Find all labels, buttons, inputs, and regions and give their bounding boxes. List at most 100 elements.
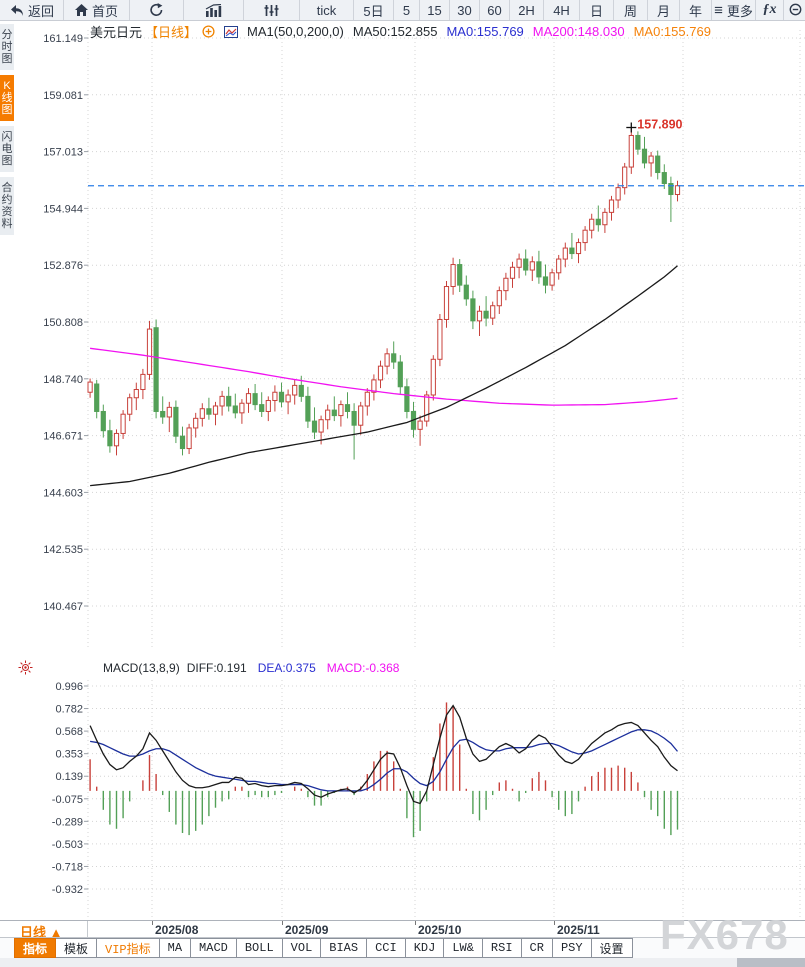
tab-bias[interactable]: BIAS xyxy=(321,938,368,958)
refresh-button[interactable] xyxy=(130,0,184,20)
tab-cr[interactable]: CR xyxy=(521,938,553,958)
interval-week-button-label: 周 xyxy=(623,3,637,19)
interval-5d-button[interactable]: 5日 xyxy=(354,0,394,20)
moving-average-lines xyxy=(90,265,678,487)
svg-text:-0.289: -0.289 xyxy=(52,816,83,828)
indicator-settings-sun-icon[interactable] xyxy=(18,660,33,680)
tab-kdj[interactable]: KDJ xyxy=(405,938,445,958)
tab-templates[interactable]: 模板 xyxy=(56,938,98,958)
svg-text:0.139: 0.139 xyxy=(55,771,83,783)
tab-indicators[interactable]: 指标 xyxy=(14,938,57,958)
fx-icon: ƒx xyxy=(762,2,777,17)
period-badge: 【日线】 xyxy=(145,25,198,40)
macd-title: MACD(13,8,9) xyxy=(103,661,180,675)
bar-chart-icon xyxy=(205,3,222,17)
zoom-out-button[interactable] xyxy=(784,0,805,20)
home-icon xyxy=(74,4,88,16)
svg-text:159.081: 159.081 xyxy=(43,90,83,102)
tab-cci[interactable]: CCI xyxy=(367,938,406,958)
tab-rsi[interactable]: RSI xyxy=(482,938,522,958)
chart-type-sidebar: 分时图 K线图闪电图合约资料 xyxy=(0,20,14,240)
symbol-name: 美元日元 xyxy=(90,25,143,40)
interval-day-button[interactable]: 日 xyxy=(580,0,614,20)
bottom-scrollbar xyxy=(0,958,805,967)
tab-lw[interactable]: LW& xyxy=(444,938,483,958)
ma50-value: MA50:152.855 xyxy=(352,24,438,39)
interval-60-button-label: 60 xyxy=(487,2,502,18)
interval-15-button-label: 15 xyxy=(427,2,442,18)
bar-chart-button[interactable] xyxy=(184,0,244,20)
interval-year-button-label: 年 xyxy=(688,3,702,19)
macd-dea-value: DEA:0.375 xyxy=(257,661,316,675)
interval-tick-button-label: tick xyxy=(316,2,337,18)
sidebar-tab-time-chart[interactable]: 分时图 xyxy=(0,24,14,70)
interval-4h-button-label: 4H xyxy=(553,2,570,18)
interval-60-button[interactable]: 60 xyxy=(480,0,510,20)
x-axis-label: 2025/10 xyxy=(418,923,462,937)
tab-ma[interactable]: MA xyxy=(159,938,192,958)
interval-year-button[interactable]: 年 xyxy=(680,0,712,20)
scrollbar-thumb[interactable] xyxy=(737,958,805,967)
svg-text:-0.932: -0.932 xyxy=(52,884,83,896)
interval-2h-button[interactable]: 2H xyxy=(510,0,544,20)
macd-hist-value: MACD:-0.368 xyxy=(326,661,400,675)
tab-psy[interactable]: PSY xyxy=(552,938,592,958)
candlestick-series xyxy=(87,127,681,460)
svg-text:148.740: 148.740 xyxy=(43,374,83,386)
interval-month-button[interactable]: 月 xyxy=(648,0,680,20)
tab-vol[interactable]: VOL xyxy=(282,938,322,958)
svg-text:157.890: 157.890 xyxy=(637,118,682,132)
macd-lines xyxy=(89,704,678,805)
ma0-orange-value: MA0:155.769 xyxy=(633,24,711,39)
main-chart-legend: 美元日元 【日线】 MA1(50,0,200,0) MA50:152.855 M… xyxy=(90,22,711,41)
month-tick xyxy=(152,921,153,925)
sliders-icon xyxy=(264,4,279,17)
interval-4h-button[interactable]: 4H xyxy=(544,0,580,20)
tab-boll[interactable]: BOLL xyxy=(236,938,283,958)
candle-settings-button[interactable] xyxy=(244,0,300,20)
svg-text:144.603: 144.603 xyxy=(43,487,83,499)
add-to-favorites-icon[interactable] xyxy=(202,25,215,38)
svg-text:0.996: 0.996 xyxy=(55,681,83,693)
sidebar-tab-kline-chart[interactable]: K线图 xyxy=(0,75,14,121)
interval-day-button-label: 日 xyxy=(589,3,603,19)
interval-week-button[interactable]: 周 xyxy=(614,0,648,20)
interval-month-button-label: 月 xyxy=(656,3,670,19)
month-tick xyxy=(415,921,416,925)
fx-indicator-button[interactable]: ƒx xyxy=(756,0,784,20)
interval-5-button[interactable]: 5 xyxy=(394,0,420,20)
home-button[interactable]: 首页 xyxy=(64,0,130,20)
sidebar-tab-lightning-chart[interactable]: 闪电图 xyxy=(0,126,14,172)
tab-vip-indicators[interactable]: VIP指标 xyxy=(97,938,160,958)
home-button-label: 首页 xyxy=(91,3,118,19)
back-button-label: 返回 xyxy=(27,3,54,19)
period-dropdown[interactable]: 日线 ▲ xyxy=(20,925,63,940)
macd-legend: MACD(13,8,9) DIFF:0.191 DEA:0.375 MACD:-… xyxy=(103,661,399,675)
macd-diff-value: DIFF:0.191 xyxy=(186,661,247,675)
tab-settings[interactable]: 设置 xyxy=(591,938,633,958)
interval-30-button[interactable]: 30 xyxy=(450,0,480,20)
back-button[interactable]: 返回 xyxy=(0,0,64,20)
svg-text:0.782: 0.782 xyxy=(55,704,83,716)
mini-chart-icon[interactable] xyxy=(224,25,239,38)
axis-labels: 161.149 159.081 157.013 154.944 152.876 150.8… xyxy=(43,33,88,896)
top-toolbar: 返回 首页 tick 5日 5 15 30 60 2H 4H 日 周 月 年 ≡ 更多 ƒx xyxy=(0,0,805,21)
back-arrow-icon xyxy=(9,4,24,17)
interval-tick-button[interactable]: tick xyxy=(300,0,354,20)
menu-icon: ≡ xyxy=(714,1,723,19)
more-button[interactable]: ≡ 更多 xyxy=(712,0,756,20)
svg-text:-0.503: -0.503 xyxy=(52,839,83,851)
ma0-blue-value: MA0:155.769 xyxy=(446,24,524,39)
tab-macd[interactable]: MACD xyxy=(191,938,237,958)
x-axis-label: 2025/11 xyxy=(557,923,600,937)
month-tick xyxy=(554,921,555,925)
svg-text:140.467: 140.467 xyxy=(43,601,83,613)
macd-histogram xyxy=(89,702,679,838)
interval-2h-button-label: 2H xyxy=(518,2,535,18)
svg-text:146.671: 146.671 xyxy=(43,431,83,443)
sidebar-tab-contract-info[interactable]: 合约资料 xyxy=(0,177,14,235)
interval-15-button[interactable]: 15 xyxy=(420,0,450,20)
interval-5-button-label: 5 xyxy=(402,2,411,18)
